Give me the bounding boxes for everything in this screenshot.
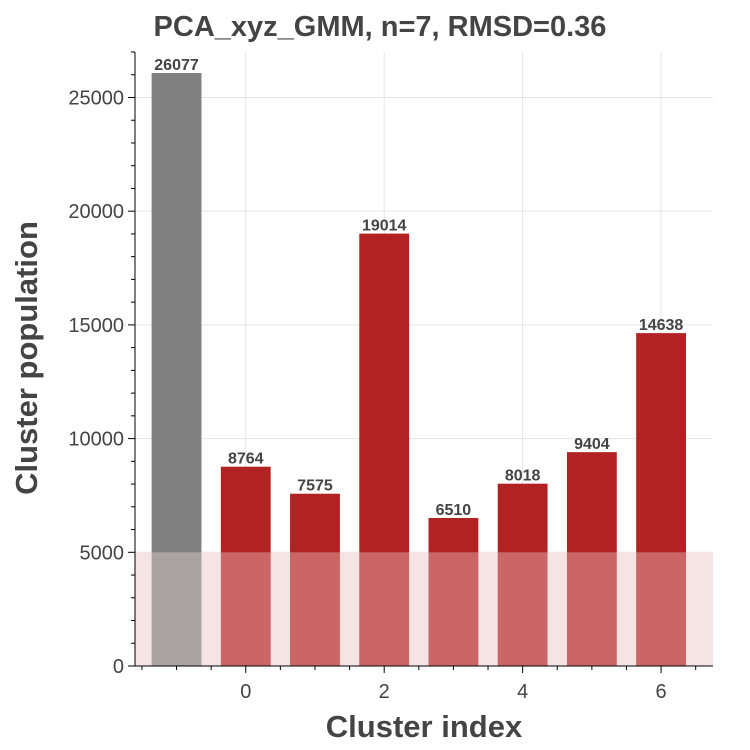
bar <box>220 466 271 666</box>
x-tick-label: 4 <box>517 681 528 703</box>
bar-value-label: 19014 <box>362 218 407 235</box>
bar-value-label: 8018 <box>505 468 541 485</box>
axes: 0 5000 10000 15000 20000 25000 0 2 4 6 <box>68 51 713 703</box>
bar-value-label: 9404 <box>574 436 610 453</box>
bar <box>428 517 479 666</box>
bar <box>636 333 687 666</box>
x-axis-label: Cluster index <box>326 709 523 744</box>
threshold-band-tint <box>135 552 713 666</box>
threshold-band-overlay <box>135 552 713 666</box>
y-axis-label: Cluster population <box>9 221 44 495</box>
bar <box>151 72 202 667</box>
y-tick-label: 25000 <box>68 87 124 109</box>
y-tick-label: 0 <box>113 656 124 678</box>
bar <box>290 493 340 666</box>
y-tick-label: 10000 <box>68 429 124 451</box>
bar-value-label: 6510 <box>436 502 472 519</box>
x-tick-label: 6 <box>656 681 667 703</box>
chart-title: PCA_xyz_GMM, n=7, RMSD=0.36 <box>154 11 607 43</box>
bar-value-label: 7575 <box>297 478 333 495</box>
bar <box>566 452 617 666</box>
x-tick-label: 0 <box>240 681 251 703</box>
bar-value-label: 14638 <box>639 317 684 334</box>
data-labels: 26077 8764 7575 19014 6510 8018 9404 14638 <box>154 57 683 519</box>
bar-value-label: 26077 <box>154 57 199 74</box>
bar-value-label: 8764 <box>228 451 264 468</box>
bars <box>151 72 687 667</box>
y-tick-label: 5000 <box>80 542 125 564</box>
bar <box>359 233 410 667</box>
bar <box>497 483 548 666</box>
y-tick-label: 20000 <box>68 201 124 223</box>
x-tick-label: 2 <box>379 681 390 703</box>
y-tick-label: 15000 <box>68 315 124 337</box>
